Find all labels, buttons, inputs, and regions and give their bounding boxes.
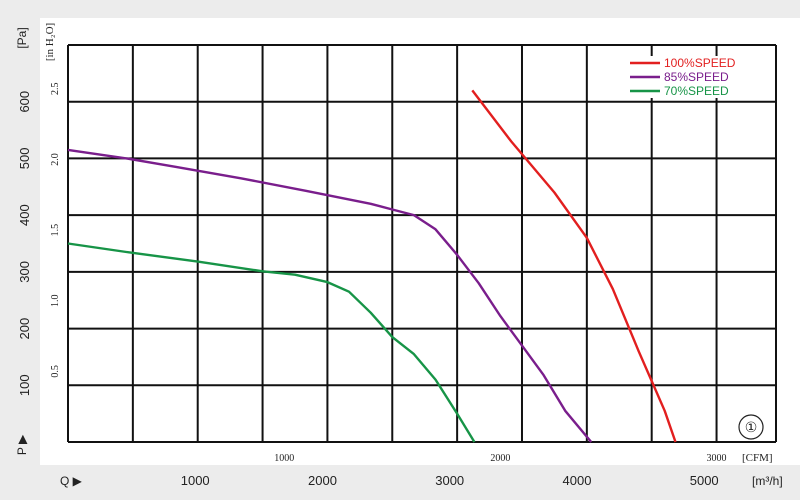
y-tick-pa-label: 200 [17,318,32,340]
top-band [0,0,800,18]
legend-label-0: 100%SPEED [664,56,736,70]
series-line-2 [67,242,476,443]
y-tick-pa-label: 400 [17,204,32,226]
y-tick-inh2o-label: 1.5 [50,224,61,237]
x-tick-m3h-label: 1000 [181,473,210,488]
x-tick-m3h-label: 5000 [690,473,719,488]
series-line-1 [67,148,593,443]
y-tick-inh2o-label: 2.5 [50,83,61,96]
x-axis-cfm-label: [CFM] [742,452,773,464]
y-axis-pa-label: [Pa] [15,27,29,48]
series-line-0 [471,89,677,443]
legend-label-2: 70%SPEED [664,84,729,98]
x-tick-m3h-label: 3000 [435,473,464,488]
x-tick-cfm-label: 2000 [490,453,510,464]
y-tick-inh2o-label: 2.0 [50,153,61,166]
x-tick-cfm-label: 1000 [274,453,294,464]
curve-number-badge-ring [738,414,764,440]
tick-labels: 100 200 300 400 500 600 0.5 1.0 1.5 2.0 2.5 1000 200… [17,83,727,488]
x-tick-m3h-label: 4000 [563,473,592,488]
y-tick-pa-label: 100 [17,374,32,396]
series-layer [67,89,677,443]
curve-number-badge: ① [745,420,758,436]
y-tick-inh2o-label: 0.5 [50,365,61,378]
y-tick-pa-label: 300 [17,261,32,283]
x-axis-m3h-label: [m³/h] [752,474,783,488]
legend-label-1: 85%SPEED [664,70,729,84]
y-tick-pa-label: 600 [17,91,32,113]
bottom-band [0,465,800,500]
x-tick-m3h-label: 2000 [308,473,337,488]
grid [67,44,777,443]
y-axis-p-label: P ▶ [15,434,29,455]
y-axis-inh2o-label: [in H₂O] [44,23,56,61]
left-band [0,0,40,500]
y-tick-pa-label: 500 [17,148,32,170]
x-tick-cfm-label: 3000 [707,453,727,464]
x-axis-q-label: Q ▶ [60,474,83,488]
y-tick-inh2o-label: 1.0 [50,294,61,307]
